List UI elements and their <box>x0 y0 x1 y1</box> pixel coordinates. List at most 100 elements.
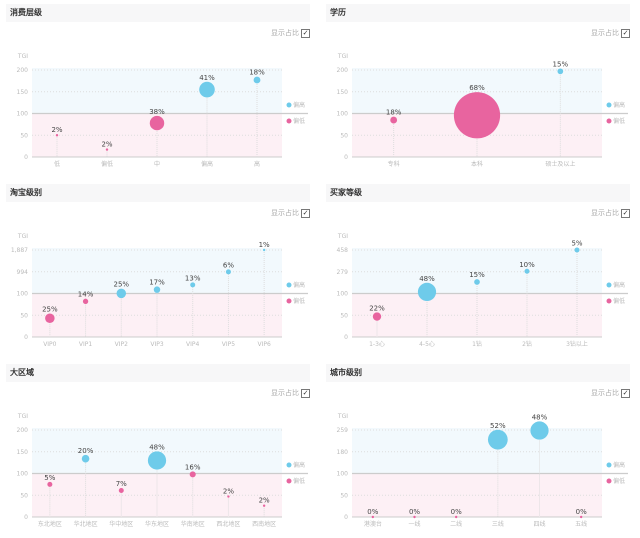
legend-dot-low <box>606 478 612 484</box>
share-label: 7% <box>116 480 127 488</box>
bubble-point[interactable] <box>487 429 508 450</box>
bubble-point[interactable] <box>579 515 583 519</box>
legend-label-low[interactable]: 偏低 <box>613 477 625 485</box>
show-share-toggle[interactable]: 显示占比 ✓ <box>271 28 310 38</box>
checkbox-checked-icon[interactable]: ✓ <box>301 388 310 398</box>
bubble-point[interactable] <box>118 487 124 493</box>
show-share-label: 显示占比 <box>591 29 619 37</box>
checkbox-checked-icon[interactable]: ✓ <box>301 28 310 38</box>
x-tick-label: 本科 <box>471 160 483 168</box>
bubble-point[interactable] <box>47 481 53 487</box>
share-label: 0% <box>451 508 462 516</box>
bubble-point[interactable] <box>454 515 458 519</box>
bubble-point[interactable] <box>190 282 196 288</box>
bubble-point[interactable] <box>227 495 230 498</box>
legend-label-high[interactable]: 偏高 <box>613 461 625 469</box>
legend-dot-low <box>286 478 292 484</box>
bubble-point[interactable] <box>189 471 196 478</box>
legend-dot-low <box>606 118 612 124</box>
chart-title: 消费层级 <box>6 4 310 22</box>
y-tick-label: 50 <box>20 492 28 499</box>
bubble-point[interactable] <box>81 454 90 463</box>
bubble-point[interactable] <box>557 68 564 75</box>
band-high <box>32 68 282 114</box>
show-share-label: 显示占比 <box>271 29 299 37</box>
bubble-point[interactable] <box>530 421 549 440</box>
chart-panel: 大区域 显示占比 ✓ TGI 0 50 100 150 200 5% 东北地区 20% 华北地区 7% 华… <box>0 360 320 538</box>
bubble-point[interactable] <box>147 451 167 470</box>
legend-label-low[interactable]: 偏低 <box>293 477 305 485</box>
y-axis-title: TGI <box>337 413 348 420</box>
y-tick-label: 50 <box>340 312 348 319</box>
show-share-toggle[interactable]: 显示占比 ✓ <box>591 28 630 38</box>
share-label: 48% <box>419 275 435 283</box>
show-share-toggle[interactable]: 显示占比 ✓ <box>271 208 310 218</box>
x-tick-label: 一线 <box>408 520 420 528</box>
bubble-point[interactable] <box>474 279 480 285</box>
show-share-toggle[interactable]: 显示占比 ✓ <box>591 208 630 218</box>
share-label: 25% <box>114 281 130 289</box>
legend-label-high[interactable]: 偏高 <box>293 461 305 469</box>
y-tick-label: 100 <box>337 471 349 478</box>
bubble-point[interactable] <box>413 515 416 519</box>
x-tick-label: 西南地区 <box>252 520 276 528</box>
y-tick-label: 150 <box>337 89 349 96</box>
bubble-point[interactable] <box>55 134 59 137</box>
bubble-point[interactable] <box>372 312 382 321</box>
x-tick-label: VIP6 <box>257 341 270 348</box>
bubble-point[interactable] <box>417 282 437 302</box>
bubble-point[interactable] <box>253 76 261 84</box>
show-share-toggle[interactable]: 显示占比 ✓ <box>591 388 630 398</box>
bubble-point[interactable] <box>453 92 501 139</box>
chart-title: 城市级别 <box>326 364 630 382</box>
x-tick-label: 低 <box>54 160 60 168</box>
x-tick-label: 中 <box>154 160 160 168</box>
x-tick-label: 1钻 <box>472 340 482 348</box>
bubble-point[interactable] <box>262 248 266 252</box>
legend-label-high[interactable]: 偏高 <box>293 281 305 289</box>
bubble-point[interactable] <box>371 515 375 519</box>
y-tick-label: 0 <box>24 154 28 161</box>
bubble-point[interactable] <box>262 504 266 507</box>
share-label: 2% <box>223 487 234 495</box>
checkbox-checked-icon[interactable]: ✓ <box>301 208 310 218</box>
bubble-point[interactable] <box>45 313 55 324</box>
share-label: 14% <box>78 291 94 299</box>
bubble-point[interactable] <box>149 115 165 131</box>
bubble-point[interactable] <box>390 116 398 124</box>
bubble-point[interactable] <box>199 81 215 98</box>
checkbox-checked-icon[interactable]: ✓ <box>621 28 630 38</box>
bubble-point[interactable] <box>116 288 127 299</box>
legend-label-low[interactable]: 偏低 <box>293 117 305 125</box>
legend-dot-high <box>286 462 292 468</box>
share-label: 68% <box>469 84 485 92</box>
legend-label-high[interactable]: 偏高 <box>613 281 625 289</box>
bubble-point[interactable] <box>524 268 530 274</box>
x-tick-label: 二线 <box>450 520 462 528</box>
bubble-point[interactable] <box>574 247 580 253</box>
x-tick-label: 三线 <box>492 520 504 528</box>
share-label: 5% <box>571 240 582 248</box>
checkbox-checked-icon[interactable]: ✓ <box>621 388 630 398</box>
show-share-toggle[interactable]: 显示占比 ✓ <box>271 388 310 398</box>
legend-label-low[interactable]: 偏低 <box>613 297 625 305</box>
show-share-label: 显示占比 <box>271 389 299 397</box>
legend-label-low[interactable]: 偏低 <box>293 297 305 305</box>
bubble-point[interactable] <box>225 269 231 275</box>
legend-dot-high <box>606 102 612 108</box>
legend-label-high[interactable]: 偏高 <box>613 101 625 109</box>
y-tick-label: 50 <box>340 132 348 139</box>
y-tick-label: 100 <box>17 471 29 478</box>
bubble-point[interactable] <box>153 286 161 293</box>
x-tick-label: 高 <box>254 160 260 168</box>
checkbox-checked-icon[interactable]: ✓ <box>621 208 630 218</box>
bubble-point[interactable] <box>82 298 89 304</box>
share-label: 15% <box>469 271 485 279</box>
legend-label-high[interactable]: 偏高 <box>293 101 305 109</box>
bubble-point[interactable] <box>105 148 109 151</box>
legend-dot-high <box>606 282 612 288</box>
legend-label-low[interactable]: 偏低 <box>613 117 625 125</box>
share-label: 15% <box>553 60 569 68</box>
share-label: 2% <box>101 140 112 148</box>
bubble-chart: TGI 0 50 100 150 200 5% 东北地区 20% 华北地区 7% 华中地区 48% 华东地… <box>17 413 308 528</box>
